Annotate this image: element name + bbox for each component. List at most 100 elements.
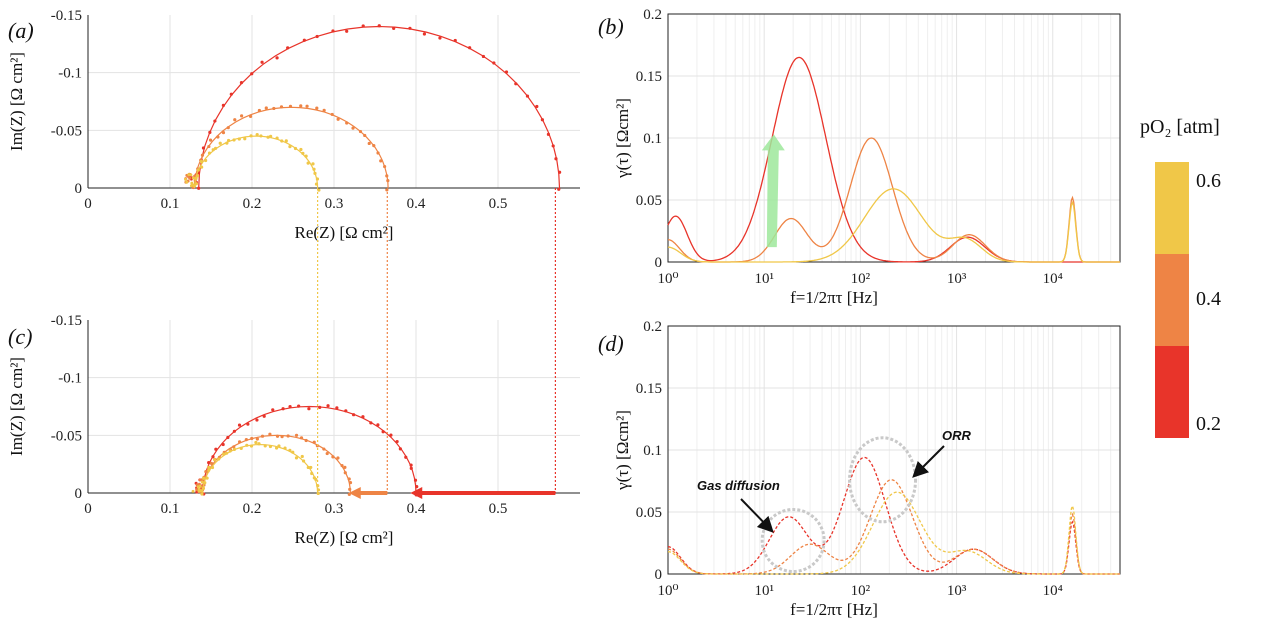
- panel-label: (d): [598, 331, 624, 356]
- data-point: [286, 434, 290, 438]
- y-tick-label: 0.15: [636, 69, 662, 85]
- data-point: [305, 104, 309, 108]
- data-point: [492, 61, 496, 65]
- data-point: [379, 159, 383, 163]
- data-point: [275, 56, 279, 60]
- data-point: [210, 465, 215, 470]
- x-tick-label: 0.4: [407, 501, 426, 517]
- data-point: [263, 444, 267, 448]
- data-point: [232, 429, 236, 433]
- data-point: [312, 440, 316, 444]
- gas-diffusion-label: Gas diffusion: [697, 478, 780, 493]
- data-point: [254, 440, 258, 445]
- y-tick-label: 0: [75, 486, 83, 502]
- drt-curve-pO2-0.6: [667, 491, 1120, 575]
- data-point: [294, 456, 299, 460]
- data-point: [189, 184, 193, 188]
- data-point: [221, 131, 226, 135]
- data-point: [369, 421, 373, 425]
- data-point: [277, 444, 281, 448]
- data-point: [301, 151, 305, 155]
- data-point: [225, 141, 229, 145]
- data-point: [185, 180, 189, 184]
- data-point: [376, 423, 380, 427]
- y-tick-label: 0.2: [643, 7, 662, 23]
- data-point: [376, 151, 380, 155]
- data-point: [288, 448, 292, 452]
- panel-label: (c): [8, 324, 32, 349]
- data-point: [269, 134, 273, 138]
- data-point: [348, 480, 353, 485]
- x-tick-label: 10¹: [754, 271, 774, 287]
- data-point: [306, 161, 310, 165]
- data-point: [201, 486, 206, 490]
- drt-curve-pO2-0.6: [667, 188, 1120, 263]
- data-point: [322, 447, 326, 451]
- data-point: [209, 461, 214, 465]
- data-point: [335, 406, 339, 410]
- data-point: [207, 461, 211, 465]
- orr-ellipse: [848, 436, 918, 524]
- x-tick-label: 10⁰: [657, 271, 678, 287]
- shift-arrow-head: [348, 487, 361, 499]
- orr-label: ORR: [942, 428, 972, 443]
- data-point: [322, 108, 326, 112]
- plot-frame: [667, 325, 1121, 575]
- y-tick-label: 0: [655, 255, 663, 271]
- data-point: [301, 459, 306, 463]
- y-tick-label: 0.15: [636, 381, 662, 397]
- data-point: [309, 465, 313, 470]
- data-point: [268, 432, 272, 436]
- data-point: [237, 440, 242, 444]
- data-point: [211, 455, 215, 459]
- data-point: [271, 408, 275, 412]
- data-point: [348, 487, 352, 491]
- y-tick-label: -0.15: [51, 313, 82, 329]
- y-tick-label: -0.05: [51, 123, 82, 139]
- data-point: [232, 138, 236, 142]
- x-axis-label: f=1/2πτ [Hz]: [790, 288, 878, 307]
- data-point: [250, 436, 254, 441]
- data-point: [201, 476, 206, 480]
- data-point: [438, 36, 442, 40]
- data-point: [275, 434, 280, 438]
- data-point: [217, 457, 221, 461]
- data-point: [204, 158, 208, 163]
- data-point: [300, 454, 304, 459]
- data-point: [257, 108, 261, 113]
- colorbar-segment: [1155, 346, 1189, 438]
- data-point: [311, 162, 315, 166]
- data-point: [408, 26, 412, 30]
- data-point: [363, 133, 367, 138]
- x-tick-label: 10⁰: [657, 583, 678, 599]
- data-point: [205, 476, 209, 480]
- data-point: [340, 463, 344, 468]
- colorbar-segment: [1155, 162, 1189, 254]
- data-point: [213, 458, 217, 462]
- data-point: [198, 478, 202, 482]
- y-axis-label: Im(Z) [Ω cm²]: [7, 357, 26, 456]
- data-point: [304, 154, 308, 158]
- y-tick-label: 0: [655, 567, 663, 583]
- data-point: [239, 81, 244, 85]
- x-tick-label: 0.3: [325, 501, 344, 517]
- data-point: [245, 443, 249, 447]
- data-point: [288, 104, 293, 108]
- data-point: [207, 465, 211, 469]
- drt-curve-pO2-0.2: [667, 56, 1120, 263]
- data-point: [249, 134, 253, 138]
- data-point: [535, 104, 539, 109]
- data-point: [200, 165, 204, 169]
- data-point: [345, 29, 349, 33]
- y-tick-label: 0.1: [643, 131, 662, 147]
- data-point: [237, 423, 242, 427]
- panel-label: (a): [8, 18, 34, 43]
- x-tick-label: 10¹: [754, 583, 774, 599]
- data-point: [218, 141, 222, 145]
- x-tick-label: 10³: [947, 583, 967, 599]
- fit-curve-pO2-0.6: [202, 443, 319, 494]
- data-point: [299, 104, 303, 108]
- data-point: [293, 146, 298, 151]
- data-point: [191, 176, 195, 180]
- panel-b: 10⁰ 10¹ 10² 10³ 10⁴ 0 0.05 0.1 0.15 0.2 f=1/2πτ [H…: [613, 7, 1121, 307]
